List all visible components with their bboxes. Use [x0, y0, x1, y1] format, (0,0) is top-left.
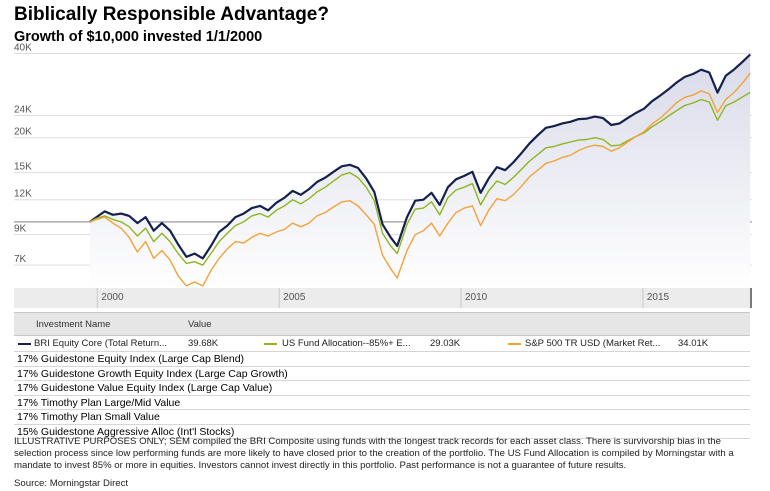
allocation-2: 17% Guidestone Value Equity Index (Large… — [17, 382, 273, 394]
y-tick-label: 7K — [14, 254, 27, 265]
allocation-row: 17% Guidestone Value Equity Index (Large… — [14, 381, 750, 396]
growth-chart: 40K 24K 20K 15K 12K 9K 7K 2000 2005 2010 2015 — [14, 43, 752, 308]
source-note: Source: Morningstar Direct — [14, 478, 129, 489]
y-tick-label: 12K — [14, 189, 32, 200]
allocation-row: 17% Timothy Plan Small Value — [14, 410, 750, 425]
x-tick-label: 2000 — [101, 292, 124, 303]
legend-series-row: BRI Equity Core (Total Return... 39.68K … — [14, 336, 750, 352]
series-1-swatch — [264, 343, 277, 345]
y-tick-label: 15K — [14, 162, 32, 173]
x-tick-label: 2005 — [283, 292, 306, 303]
series-2-value: 34.01K — [678, 338, 709, 349]
header-investment-name: Investment Name — [36, 319, 111, 330]
series-lines — [89, 53, 751, 287]
series-line-2 — [89, 72, 751, 287]
series-0-name: BRI Equity Core (Total Return... — [34, 338, 168, 349]
allocation-row: 15% Guidestone Aggressive Alloc (Int'l S… — [14, 425, 750, 439]
x-tick-label: 2015 — [647, 292, 670, 303]
series-line-0 — [89, 53, 751, 260]
area-fill — [90, 54, 751, 288]
allocation-0: 17% Guidestone Equity Index (Large Cap B… — [17, 353, 245, 365]
chart-title: Biblically Responsible Advantage? — [14, 4, 329, 25]
y-tick-label: 40K — [14, 43, 32, 54]
series-0-swatch — [18, 343, 31, 345]
allocation-4: 17% Timothy Plan Small Value — [17, 411, 160, 423]
x-axis-band — [14, 288, 752, 308]
allocation-5: 15% Guidestone Aggressive Alloc (Int'l S… — [17, 425, 235, 438]
legend-table: Investment Name Value BRI Equity Core (T… — [14, 312, 750, 439]
allocation-3: 17% Timothy Plan Large/Mid Value — [17, 396, 181, 409]
series-area — [90, 54, 751, 288]
disclaimer-text: ILLUSTRATIVE PURPOSES ONLY; SEM compiled… — [14, 436, 734, 471]
series-2-swatch — [508, 343, 521, 345]
x-axis: 2000 2005 2010 2015 — [14, 288, 752, 308]
y-tick-label: 24K — [14, 105, 32, 116]
allocation-1: 17% Guidestone Growth Equity Index (Larg… — [17, 367, 288, 380]
x-tick-label: 2010 — [465, 292, 488, 303]
header-value: Value — [188, 319, 212, 330]
series-2-name: S&P 500 TR USD (Market Ret... — [525, 338, 661, 349]
series-1-name: US Fund Allocation--85%+ E... — [282, 338, 411, 349]
series-0-value: 39.68K — [188, 338, 219, 349]
chart-subtitle: Growth of $10,000 invested 1/1/2000 — [14, 29, 263, 45]
y-tick-label: 9K — [14, 224, 27, 235]
allocation-row: 17% Guidestone Growth Equity Index (Larg… — [14, 367, 750, 381]
legend-table-header: Investment Name Value — [14, 312, 750, 336]
y-tick-labels: 40K 24K 20K 15K 12K 9K 7K — [14, 43, 32, 266]
y-tick-label: 20K — [14, 127, 32, 138]
allocation-row: 17% Timothy Plan Large/Mid Value — [14, 396, 750, 410]
allocation-row: 17% Guidestone Equity Index (Large Cap B… — [14, 352, 750, 367]
series-1-value: 29.03K — [430, 338, 461, 349]
